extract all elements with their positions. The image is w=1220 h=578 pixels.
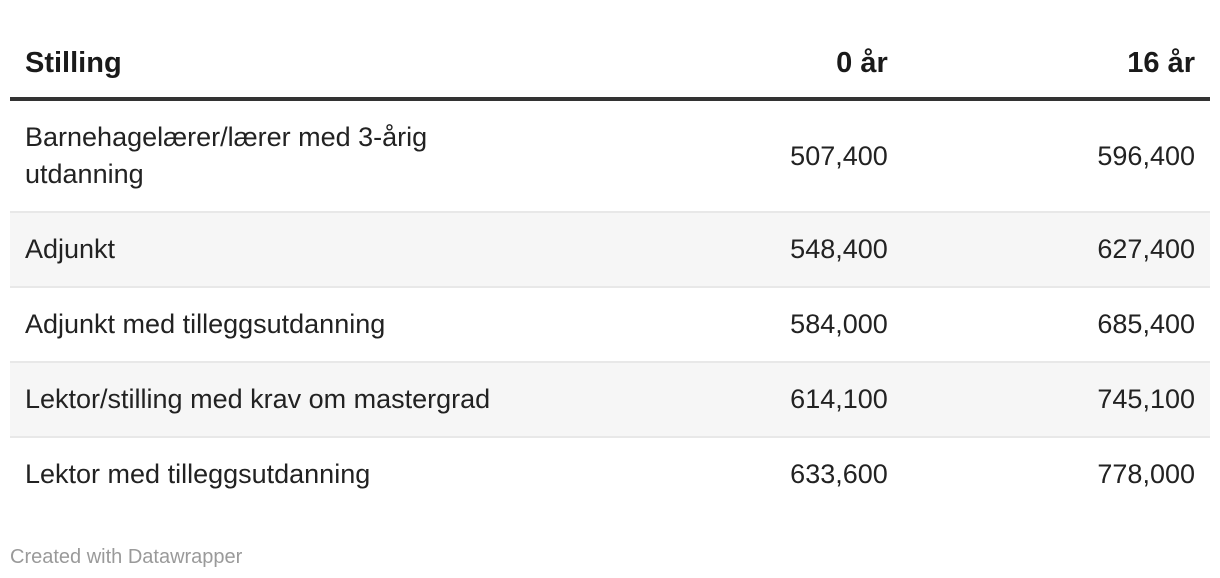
cell-0-ar: 614,100 <box>545 361 903 437</box>
cell-16-ar: 627,400 <box>902 211 1210 287</box>
cell-stilling: Barnehagelærer/lærer med 3-årig utdannin… <box>25 122 428 189</box>
cell-0-ar: 584,000 <box>545 286 903 362</box>
table-row: Lektor med tilleggsutdanning 633,600 778… <box>10 436 1210 511</box>
cell-16-ar: 685,400 <box>902 286 1210 362</box>
salary-table: Stilling 0 år 16 år Barnehagelærer/lærer… <box>10 0 1210 511</box>
table-row: Barnehagelærer/lærer med 3-årig utdannin… <box>10 99 1210 212</box>
column-header-16-ar: 16 år <box>902 0 1210 101</box>
cell-stilling: Adjunkt <box>10 211 546 287</box>
table-row: Adjunkt med tilleggsutdanning 584,000 68… <box>10 286 1210 362</box>
cell-16-ar: 745,100 <box>902 361 1210 437</box>
cell-stilling: Lektor/stilling med krav om mastergrad <box>10 361 546 437</box>
cell-0-ar: 548,400 <box>545 211 903 287</box>
table-row: Lektor/stilling med krav om mastergrad 6… <box>10 361 1210 437</box>
cell-0-ar: 633,600 <box>545 436 903 511</box>
cell-16-ar: 778,000 <box>902 436 1210 511</box>
datawrapper-attribution-link[interactable]: Created with Datawrapper <box>10 546 243 568</box>
table-row: Adjunkt 548,400 627,400 <box>10 211 1210 287</box>
column-header-0-ar: 0 år <box>545 0 903 101</box>
cell-stilling: Adjunkt med tilleggsutdanning <box>10 286 546 362</box>
header-row: Stilling 0 år 16 år <box>10 0 1210 101</box>
cell-16-ar: 596,400 <box>1097 140 1195 171</box>
cell-stilling: Lektor med tilleggsutdanning <box>10 436 546 511</box>
column-header-stilling: Stilling <box>10 0 546 101</box>
cell-0-ar: 507,400 <box>790 140 888 171</box>
attribution-footer: Created with Datawrapper <box>10 545 1210 569</box>
